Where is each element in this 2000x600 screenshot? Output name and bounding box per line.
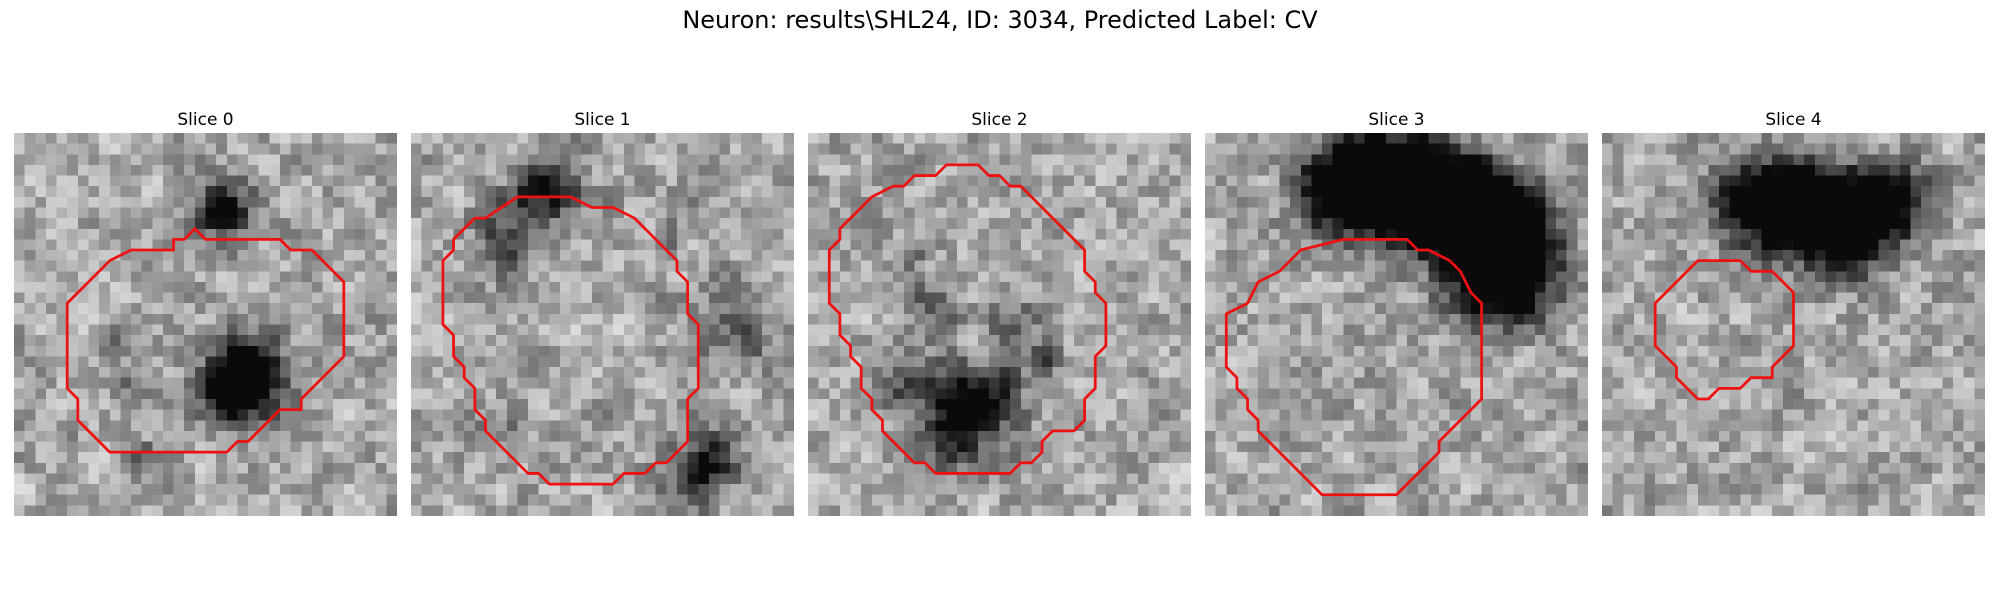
slice-image-1 — [411, 133, 794, 516]
figure-title: Neuron: results\SHL24, ID: 3034, Predict… — [682, 6, 1318, 34]
roi-contour — [1224, 238, 1483, 497]
slice-panel-3: Slice 3 — [1205, 108, 1588, 516]
roi-contour — [65, 227, 346, 454]
slice-panel-4: Slice 4 — [1602, 108, 1985, 516]
slice-title-2: Slice 2 — [971, 110, 1028, 130]
slice-panel-0: Slice 0 — [14, 108, 397, 516]
slice-panel-1: Slice 1 — [411, 108, 794, 516]
roi-contour — [1653, 259, 1795, 401]
slice-title-0: Slice 0 — [177, 110, 234, 130]
slice-image-2 — [808, 133, 1191, 516]
slice-title-3: Slice 3 — [1368, 110, 1425, 130]
roi-contour — [827, 163, 1108, 475]
roi-contour — [441, 195, 700, 486]
slice-title-1: Slice 1 — [574, 110, 631, 130]
slice-image-3 — [1205, 133, 1588, 516]
slice-image-4 — [1602, 133, 1985, 516]
slice-panel-2: Slice 2 — [808, 108, 1191, 516]
slice-image-0 — [14, 133, 397, 516]
slice-title-4: Slice 4 — [1765, 110, 1822, 130]
